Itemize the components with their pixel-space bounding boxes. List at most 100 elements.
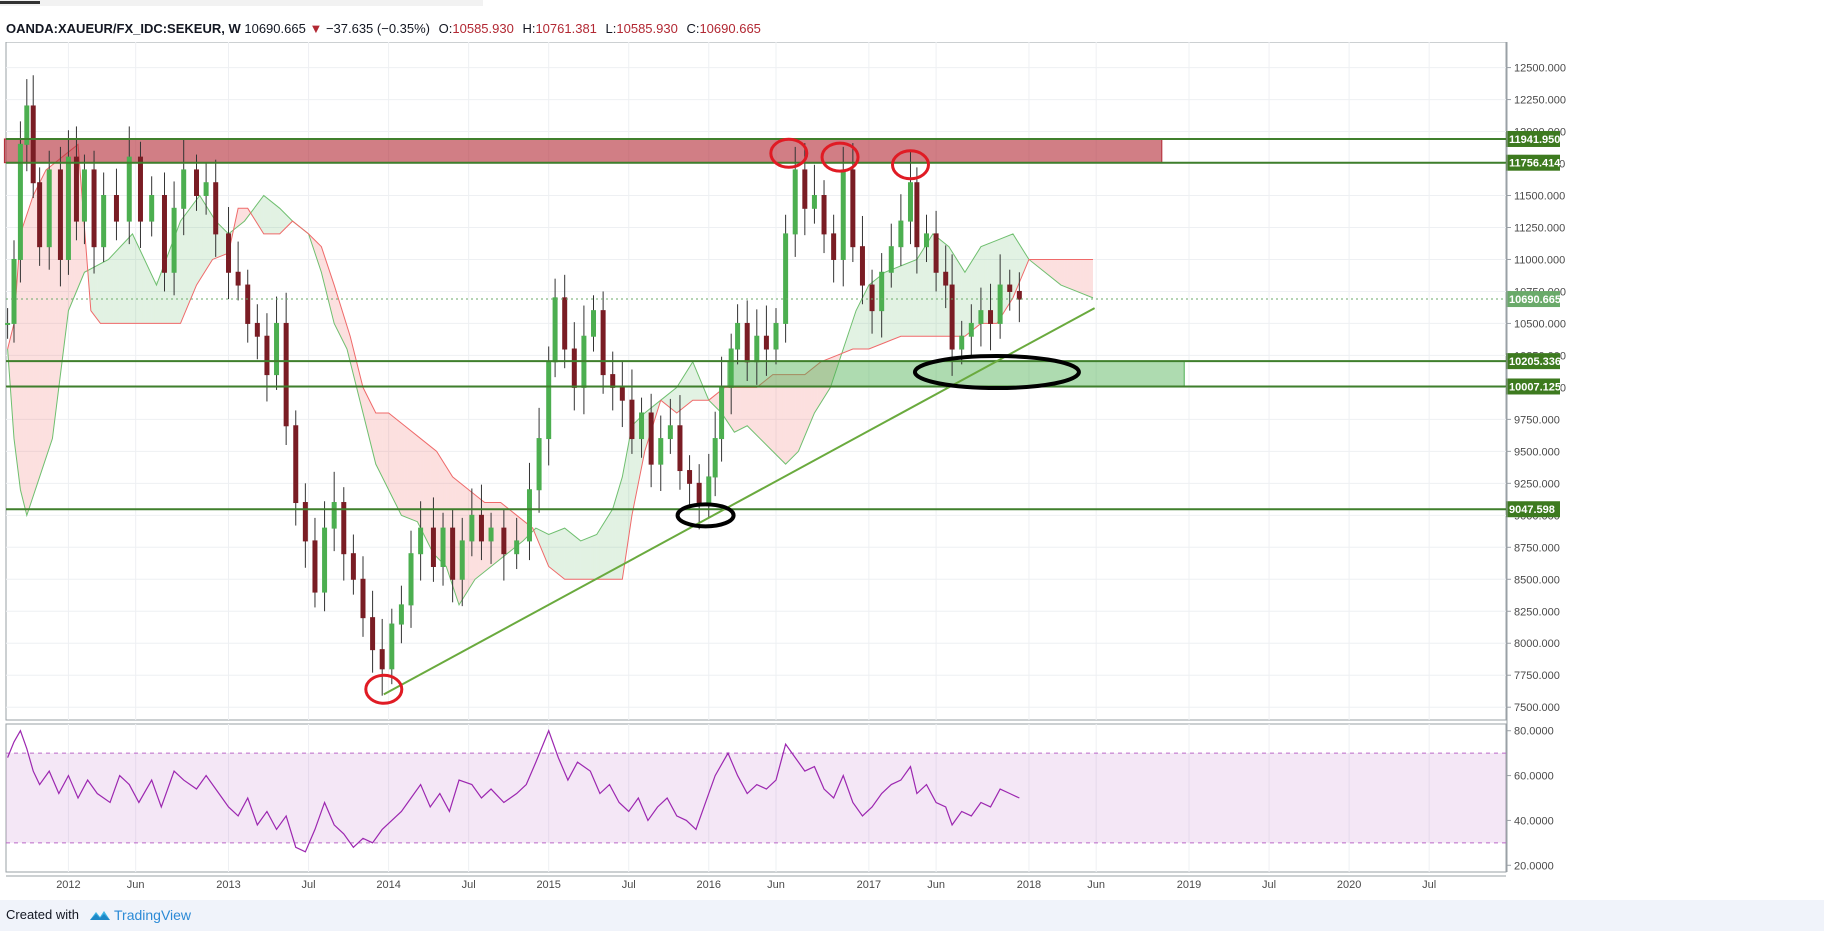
change-value: −37.635 (−0.35%) [325,21,431,36]
chart-svg[interactable]: 2012 Jun 2013 Jul 2014 Jul 2015 Jul 2016 Jun 2017 J… [0,41,1824,914]
trendline[interactable] [383,307,1096,696]
cloud-segment [942,241,946,337]
black-ellipse-annotation[interactable] [675,502,736,529]
cloud-segment [254,204,258,224]
candle-body [24,105,30,145]
level-label-bg [1506,501,1560,518]
cloud-segment [756,384,761,439]
candle-body [792,169,798,235]
candle-body [283,322,289,427]
cloud-segment [311,237,315,254]
cloud-segment [670,389,674,411]
candle-body [840,169,846,260]
cloud-segment [695,369,700,401]
high-label: H: [522,21,536,36]
cloud-segment [1016,239,1020,291]
chart-header: OANDA:XAUEUR/FX_IDC:SEKEUR, W 10690.665 … [0,0,1824,42]
open-value: 10585.930 [452,21,514,36]
cloud-segment [817,361,821,408]
price-tick-label: 11000.000 [1514,254,1565,266]
black-ellipse-annotation[interactable] [912,354,1081,391]
cloud-segment [772,374,777,455]
cloud-segment [1057,259,1061,286]
tradingview-logo-icon[interactable] [89,908,111,922]
candle-body [658,438,664,465]
cloud-segment [958,262,962,337]
cloud-segment [318,243,322,273]
cloud-segment [977,246,981,326]
candle-body [773,322,779,350]
cloud-segment [673,387,677,413]
cloud-segment [154,280,159,324]
cloud-segment [388,412,392,497]
last-price: 10690.665 [244,21,306,36]
price-tick-label: 10500.000 [1514,318,1566,330]
cloud-segment [241,208,245,224]
cloud-segment [167,246,171,324]
cloud-segment [359,374,363,413]
cloud-segment [551,531,556,572]
down-triangle-icon: ▼ [309,21,323,36]
cloud-segment [971,256,975,332]
cloud-segment [731,387,735,433]
cloud-segment [622,459,626,580]
cloud-segment [1060,259,1065,287]
cloud-segment [158,272,162,324]
cloud-segment [926,239,930,337]
cloud-segment [644,410,648,452]
candle-body [879,271,885,312]
cloud-segment [196,195,200,286]
candle-body [73,156,79,222]
cloud-segment [427,443,431,548]
candle-body [101,195,107,248]
level-label: 11941.950 [1509,134,1560,146]
cloud-segment [1086,259,1090,297]
cloud-segment [990,241,994,324]
candle-body [811,195,817,209]
candle-body [194,169,200,197]
cloud-segment [993,240,997,324]
cloud-segment [417,436,421,529]
cloud-segment [129,233,133,324]
price-tick-label: 12500.000 [1514,63,1566,75]
cloud-segment [916,254,921,337]
time-tick-label: 2013 [216,879,240,891]
red-circle-annotation[interactable] [769,137,809,169]
candle-body [546,361,552,440]
cloud-segment [209,210,213,265]
tradingview-link[interactable]: TradingView [114,907,192,923]
open-label: O: [438,21,453,36]
price-tick-label: 7500.000 [1514,702,1560,714]
resistance-zone[interactable] [3,138,1163,164]
cloud-segment [1083,259,1087,296]
symbol-name[interactable]: OANDA:XAUEUR/FX_IDC:SEKEUR, W [6,21,241,36]
cloud-segment [1089,259,1093,298]
cloud-segment [276,205,280,234]
cloud-segment [1076,259,1081,293]
red-circle-annotation[interactable] [364,673,404,705]
cloud-segment [110,254,114,324]
cloud-segment [513,512,517,549]
cloud-segment [1073,259,1077,292]
candle-body [719,386,725,440]
candle-body [501,527,507,555]
cloud-segment [14,278,18,465]
candle-body [379,649,385,670]
price-tick-label: 11250.000 [1514,222,1565,234]
cloud-segment [407,428,412,520]
chart-area[interactable]: 2012 Jun 2013 Jul 2014 Jul 2015 Jul 2016 Jun 2017 J… [0,41,1824,914]
cloud-segment [910,260,914,337]
level-label-bg [1506,378,1560,395]
cloud-segment [10,323,15,439]
candle-body [1016,290,1022,300]
cloud-segment [1067,259,1071,289]
cloud-segment [113,250,117,324]
cloud-segment [126,237,130,324]
cloud-segment [779,374,783,461]
red-circle-annotation[interactable] [890,149,930,181]
red-circle-annotation[interactable] [820,141,860,173]
close-label: C: [686,21,700,36]
cloud-segment [106,257,111,324]
candle-body [677,425,683,472]
senkou-b-line [7,143,1093,580]
